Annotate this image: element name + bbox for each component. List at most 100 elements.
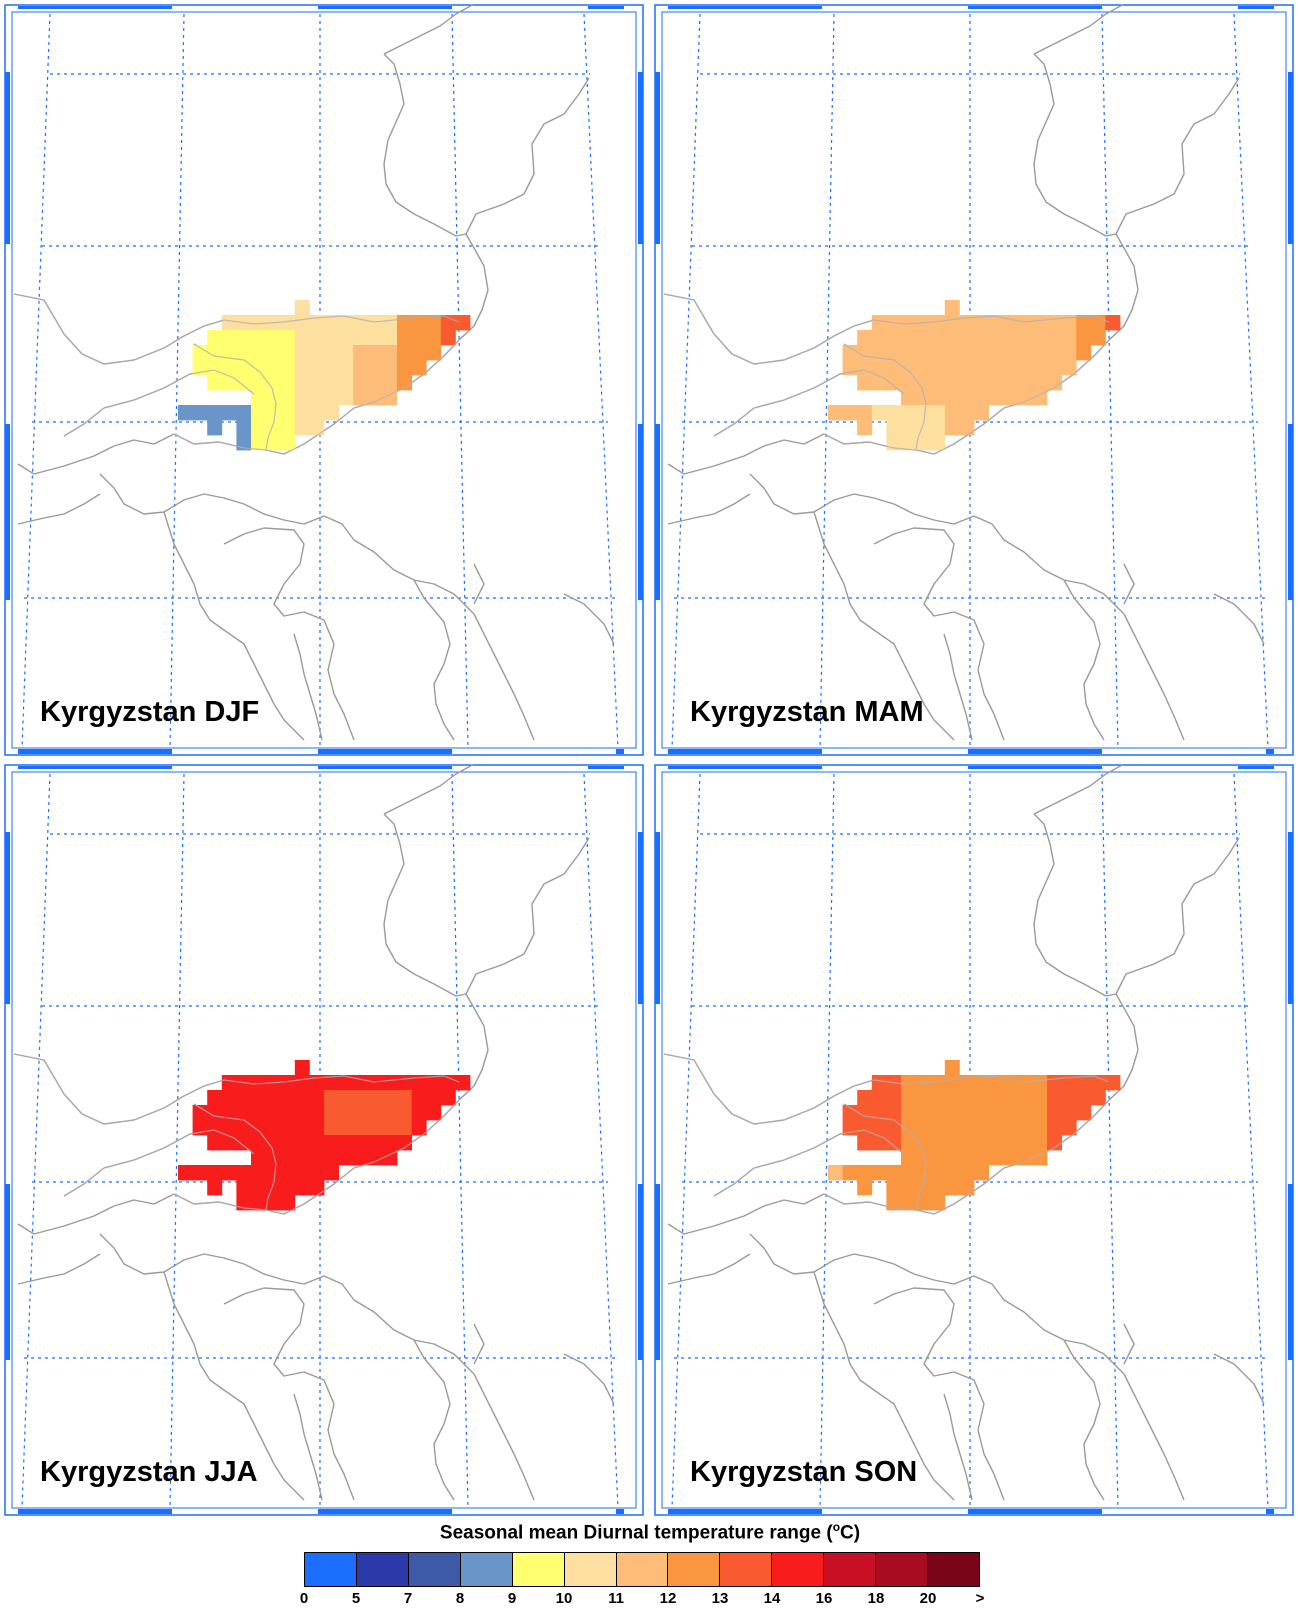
grid-cell xyxy=(251,390,266,406)
grid-cell xyxy=(236,1165,252,1181)
grid-cell xyxy=(294,1165,310,1181)
grid-cell xyxy=(915,435,931,451)
grid-cell xyxy=(236,405,252,421)
grid-cell xyxy=(1032,375,1048,391)
grid-cell xyxy=(353,330,369,346)
grid-cell xyxy=(901,1135,916,1151)
grid-cell xyxy=(959,1150,975,1166)
grid-cell xyxy=(294,1090,310,1106)
grid-cell xyxy=(265,405,281,421)
grid-cell xyxy=(353,1135,369,1151)
colorbar-swatch xyxy=(616,1553,669,1586)
colorbar-swatch xyxy=(460,1553,513,1586)
grid-cell xyxy=(1047,360,1062,376)
grid-cell xyxy=(901,390,916,406)
grid-cell xyxy=(411,1120,427,1136)
grid-cell xyxy=(1017,1090,1033,1106)
grid-cell xyxy=(857,1090,873,1106)
grid-cell xyxy=(251,330,266,346)
grid-cell xyxy=(353,390,369,406)
grid-cell xyxy=(294,1075,310,1091)
grid-cell xyxy=(1032,360,1048,376)
grid-cell xyxy=(886,1120,902,1136)
grid-cell xyxy=(178,405,193,421)
grid-cell xyxy=(455,315,471,331)
grid-cell xyxy=(324,1075,339,1091)
grid-cell xyxy=(930,360,946,376)
grid-cell xyxy=(251,1150,266,1166)
grid-cell xyxy=(236,1090,252,1106)
grid-cell xyxy=(1003,1150,1019,1166)
grid-cell xyxy=(353,1090,369,1106)
panel-title-son: Kyrgyzstan SON xyxy=(690,1456,918,1488)
grid-cell xyxy=(294,315,310,331)
grid-cell xyxy=(988,360,1004,376)
grid-cell xyxy=(901,1120,916,1136)
colorbar-tick-label: > xyxy=(975,1590,985,1607)
grid-cell xyxy=(338,330,354,346)
grid-cell xyxy=(353,360,369,376)
colorbar-tick-label: 0 xyxy=(299,1590,309,1607)
grid-cell xyxy=(901,345,916,361)
grid-cell xyxy=(324,1150,339,1166)
grid-cell xyxy=(988,1120,1004,1136)
grid-cell xyxy=(974,315,989,331)
grid-cell xyxy=(944,1075,960,1091)
grid-cell xyxy=(367,345,383,361)
grid-cell xyxy=(959,1120,975,1136)
grid-cell xyxy=(1017,1150,1033,1166)
grid-cell xyxy=(411,1090,427,1106)
grid-cell xyxy=(915,1090,931,1106)
grid-cell xyxy=(236,360,252,376)
grid-cell xyxy=(280,1135,296,1151)
grid-cell xyxy=(397,315,412,331)
grid-cell xyxy=(988,315,1004,331)
colorbar-tick-label: 10 xyxy=(555,1590,573,1607)
grid-cell xyxy=(871,1135,887,1151)
grid-cell xyxy=(192,345,208,361)
grid-cell xyxy=(871,345,887,361)
grid-cell xyxy=(930,435,946,451)
grid-cell xyxy=(886,345,902,361)
grid-cell xyxy=(324,390,339,406)
grid-cell xyxy=(886,375,902,391)
grid-cell xyxy=(265,1180,281,1196)
colorbar-tick-label: 20 xyxy=(919,1590,937,1607)
grid-cell xyxy=(455,1075,471,1091)
grid-cell xyxy=(930,345,946,361)
grid-cell xyxy=(309,1165,325,1181)
grid-cell xyxy=(411,315,427,331)
grid-cell xyxy=(251,1120,266,1136)
grid-cell xyxy=(886,360,902,376)
grid-cell xyxy=(207,1090,223,1106)
grid-cell xyxy=(1017,315,1033,331)
grid-cell xyxy=(828,405,843,421)
grid-cell xyxy=(397,1105,412,1121)
grid-cell xyxy=(1003,345,1019,361)
grid-cell xyxy=(251,1195,266,1211)
grid-cell xyxy=(974,1135,989,1151)
grid-cell xyxy=(324,405,339,421)
grid-cell xyxy=(192,405,208,421)
grid-cell xyxy=(944,1120,960,1136)
colorbar-tick-label: 12 xyxy=(659,1590,677,1607)
grid-cell xyxy=(280,1165,296,1181)
grid-cell xyxy=(353,1150,369,1166)
grid-cell xyxy=(915,405,931,421)
grid-cell xyxy=(280,1120,296,1136)
grid-cell xyxy=(382,315,398,331)
grid-cell xyxy=(367,390,383,406)
grid-cell xyxy=(411,1105,427,1121)
grid-cell xyxy=(901,1195,916,1211)
grid-cell xyxy=(1032,315,1048,331)
grid-cell xyxy=(309,360,325,376)
grid-cell xyxy=(1047,1120,1062,1136)
grid-cell xyxy=(324,345,339,361)
grid-cell xyxy=(1047,330,1062,346)
grid-cell xyxy=(236,330,252,346)
map-jja xyxy=(4,764,644,1516)
grid-cell xyxy=(901,420,916,436)
grid-cell xyxy=(265,420,281,436)
grid-cell xyxy=(886,330,902,346)
grid-cell xyxy=(974,330,989,346)
